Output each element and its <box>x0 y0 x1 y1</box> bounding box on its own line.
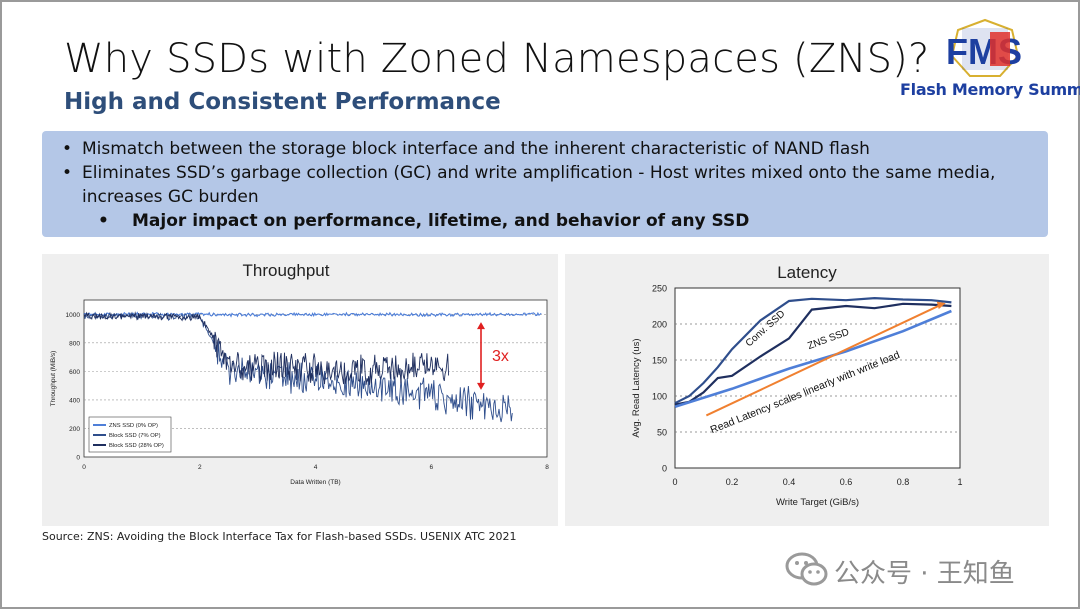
y-tick-label: 200 <box>652 320 667 330</box>
x-tick-label: 6 <box>429 464 433 471</box>
legend-label: Block SSD (7% OP) <box>109 433 161 439</box>
x-tick-label: 2 <box>198 464 202 471</box>
y-axis-label: Throughput (MiB/s) <box>50 351 57 407</box>
slide-title: Why SSDs with Zoned Namespaces (ZNS)? <box>64 36 930 82</box>
latency-chart: Latency 0 50 100 150 200 250 0 0.2 0.4 0.6 0.8 1 Writ… <box>631 263 963 508</box>
bullet-item-continued: increases GC burden <box>82 187 259 207</box>
trend-arrowhead <box>936 301 946 310</box>
legend-label: Block SSD (28% OP) <box>109 443 164 449</box>
latency-panel: Latency 0 50 100 150 200 250 0 0.2 0.4 0.6 0.8 1 Writ… <box>565 254 1049 526</box>
source-citation: Source: ZNS: Avoiding the Block Interfac… <box>42 530 517 543</box>
y-tick-label: 1000 <box>66 312 81 319</box>
ratio-arrowhead-down <box>477 382 485 390</box>
chart-title: Throughput <box>243 261 330 280</box>
fms-logo-icon: FMS <box>946 18 1022 77</box>
bullet-box: • Mismatch between the storage block inte… <box>42 131 1048 237</box>
series-line-3 <box>83 311 450 385</box>
bullet-item: • Mismatch between the storage block inte… <box>62 139 870 159</box>
y-tick-label: 400 <box>69 397 80 404</box>
trend-arrow <box>705 304 941 417</box>
sub-bullet-item: • Major impact on performance, lifetime, … <box>98 211 750 231</box>
x-axis-label: Data Written (TB) <box>290 479 340 486</box>
series-line-1 <box>674 296 952 405</box>
x-axis-label: Write Target (GiB/s) <box>776 497 859 508</box>
watermark: 公众号 · 王知鱼 <box>784 549 1054 589</box>
y-tick-label: 0 <box>76 455 80 462</box>
x-tick-label: 0 <box>82 464 86 471</box>
throughput-chart: Throughput 0 200 400 600 800 1000 0 2 4 6 8 Data Wri… <box>50 261 549 486</box>
y-tick-label: 200 <box>69 426 80 433</box>
ratio-annotation: 3x <box>492 348 509 365</box>
legend-label: ZNS SSD (0% OP) <box>109 423 158 429</box>
x-tick-label: 0.4 <box>783 477 796 487</box>
y-tick-label: 800 <box>69 340 80 347</box>
bullet-item: • Eliminates SSD’s garbage collection (GC… <box>62 163 996 183</box>
logo-monogram: FMS <box>946 31 1022 72</box>
y-tick-label: 50 <box>657 428 667 438</box>
x-tick-label: 0 <box>672 477 677 487</box>
y-tick-label: 250 <box>652 284 667 294</box>
y-axis-label: Avg. Read Latency (us) <box>631 338 642 437</box>
y-tick-label: 100 <box>652 392 667 402</box>
y-tick-label: 150 <box>652 356 667 366</box>
slide-subtitle: High and Consistent Performance <box>64 89 501 115</box>
y-tick-label: 600 <box>69 369 80 376</box>
x-tick-label: 8 <box>545 464 549 471</box>
throughput-panel: Throughput 0 200 400 600 800 1000 0 2 4 6 8 Data Wri… <box>42 254 558 526</box>
x-tick-label: 0.2 <box>726 477 739 487</box>
y-tick-label: 0 <box>662 464 667 474</box>
x-tick-label: 0.6 <box>840 477 853 487</box>
flash-memory-summit-logo: FMS Flash Memory Summit <box>900 18 1080 100</box>
wechat-icon <box>785 552 828 586</box>
ratio-arrowhead-up <box>477 322 485 330</box>
x-tick-label: 0.8 <box>897 477 910 487</box>
watermark-text: 公众号 · 王知鱼 <box>834 559 1015 589</box>
chart-title: Latency <box>777 263 837 282</box>
logo-text: Flash Memory Summit <box>900 80 1080 99</box>
series-line-3 <box>674 309 952 409</box>
x-tick-label: 1 <box>957 477 962 487</box>
series-line-2 <box>674 302 952 406</box>
x-tick-label: 4 <box>314 464 318 471</box>
